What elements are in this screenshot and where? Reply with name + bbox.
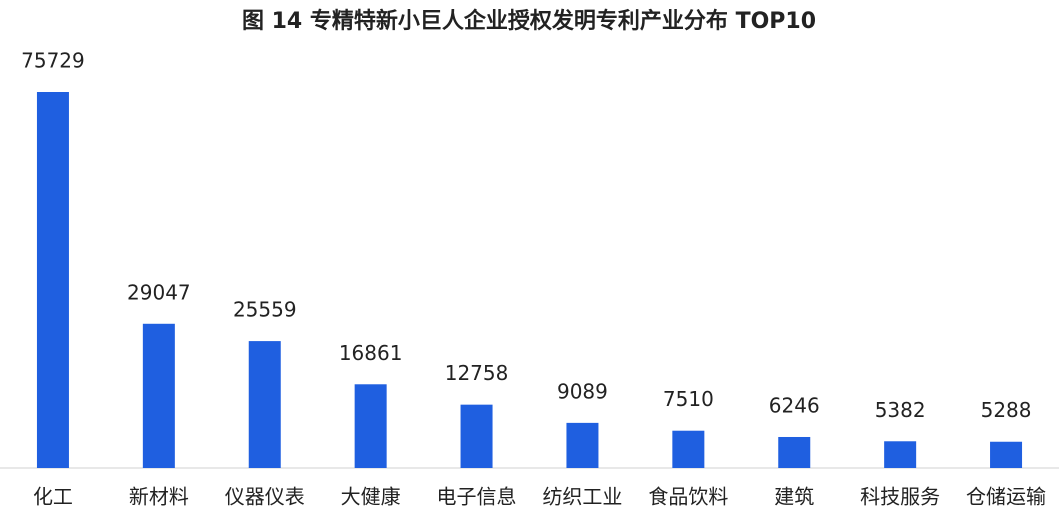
bar: [990, 441, 1023, 468]
value-label: 75729: [21, 49, 85, 73]
x-tick-label: 科技服务: [860, 485, 940, 509]
value-label: 6246: [769, 393, 820, 417]
value-label: 5288: [981, 398, 1032, 422]
value-label: 12758: [445, 361, 509, 385]
bar: [778, 436, 811, 468]
value-label: 16861: [339, 341, 403, 365]
value-label: 29047: [127, 280, 191, 304]
x-tick-label: 大健康: [341, 485, 401, 509]
bar: [672, 430, 705, 468]
x-tick-label: 食品饮料: [648, 485, 728, 509]
value-label: 7510: [663, 387, 714, 411]
x-tick-label: 建筑: [774, 485, 814, 509]
x-tick-label: 化工: [33, 485, 73, 509]
x-tick-label: 纺织工业: [542, 485, 622, 509]
x-tick-label: 仓储运输: [966, 485, 1046, 509]
bar: [354, 384, 387, 468]
bar: [460, 404, 493, 468]
bar: [142, 323, 175, 468]
chart-title: 图 14 专精特新小巨人企业授权发明专利产业分布 TOP10: [242, 8, 816, 34]
bar: [884, 441, 917, 468]
x-tick-label: 电子信息: [437, 485, 517, 509]
value-label: 9089: [557, 379, 608, 403]
bar: [566, 422, 599, 468]
x-tick-label: 仪器仪表: [225, 485, 305, 509]
bar: [248, 341, 281, 468]
value-label: 25559: [233, 298, 297, 322]
value-label: 5382: [875, 398, 926, 422]
bar: [36, 92, 69, 468]
x-tick-label: 新材料: [129, 485, 189, 509]
